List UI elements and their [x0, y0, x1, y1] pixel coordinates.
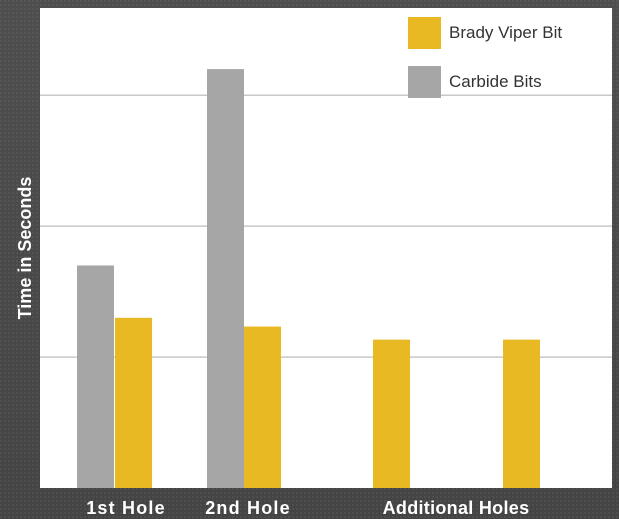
- bar-carbide-2: [207, 69, 244, 488]
- legend-swatch-1: [408, 17, 441, 49]
- legend-label-2: Carbide Bits: [449, 72, 542, 91]
- legend-label-1: Brady Viper Bit: [449, 23, 562, 42]
- x-tick-label-2: 2nd Hole: [205, 498, 291, 518]
- x-tick-label-1: 1st Hole: [86, 498, 166, 518]
- bars: [77, 69, 540, 488]
- y-axis-label: Time in Seconds: [15, 177, 35, 320]
- legend: Brady Viper Bit Carbide Bits: [408, 17, 562, 98]
- x-tick-label-3: Additional Holes: [383, 498, 530, 518]
- legend-swatch-2: [408, 66, 441, 98]
- bar-carbide-1: [77, 265, 114, 488]
- x-axis-tick-labels: 1st Hole 2nd Hole Additional Holes: [86, 498, 529, 518]
- bar-viper-2: [244, 326, 281, 488]
- bar-viper-4: [503, 339, 540, 488]
- bar-viper-1: [115, 317, 152, 488]
- bar-viper-3: [373, 339, 410, 488]
